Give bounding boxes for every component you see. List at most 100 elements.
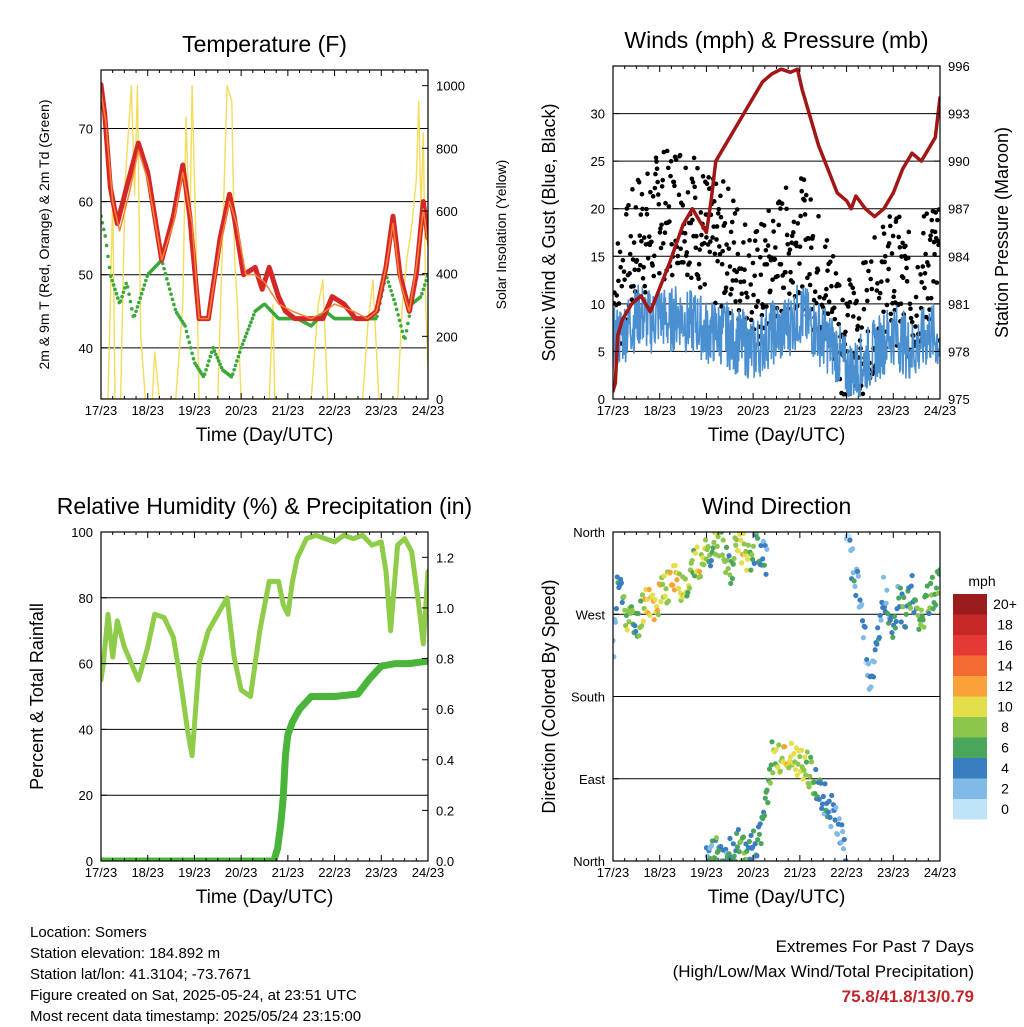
wind-direction-point — [914, 605, 920, 611]
direction-ytick-label: South — [571, 690, 605, 705]
wind-direction-point — [773, 746, 779, 752]
wind-direction-point — [658, 599, 664, 605]
gust-point — [655, 179, 660, 185]
gust-point — [698, 210, 704, 215]
winds-ytick-right-label: 981 — [948, 297, 970, 312]
gust-point — [773, 245, 778, 250]
wind-direction-point — [855, 573, 861, 579]
gust-point — [822, 244, 828, 250]
dewpoint-point — [135, 305, 140, 309]
direction-xtick-label: 21/23 — [784, 865, 817, 880]
wind-direction-point — [874, 641, 880, 647]
gust-point — [923, 251, 928, 257]
winds-xtick-label: 19/23 — [690, 403, 723, 418]
gust-point — [691, 155, 697, 161]
wind-direction-point — [638, 598, 644, 604]
wind-direction-point — [935, 590, 940, 596]
dewpoint-point — [202, 372, 207, 376]
gust-point — [928, 233, 933, 238]
gust-point — [702, 282, 708, 287]
gust-point — [708, 239, 713, 244]
gust-point — [741, 240, 746, 245]
gust-point — [764, 304, 769, 309]
wind-direction-point — [676, 571, 683, 577]
gust-point — [786, 251, 792, 256]
wind-direction-point — [843, 858, 849, 861]
wind-direction-point — [754, 532, 760, 535]
dewpoint-point — [424, 278, 428, 283]
dewpoint-point — [207, 359, 211, 363]
gust-point — [868, 276, 873, 282]
speed-legend-label: 10 — [997, 699, 1013, 715]
gust-point — [879, 279, 884, 284]
speed-legend-swatch — [953, 655, 987, 676]
gust-point — [763, 248, 769, 253]
dewpoint-point — [209, 350, 214, 355]
dewpoint-point — [113, 287, 117, 292]
gust-point — [765, 243, 771, 248]
direction-title: Wind Direction — [702, 493, 852, 519]
gust-point — [699, 232, 704, 238]
dewpoint-point — [118, 299, 123, 303]
wind-direction-point — [875, 625, 881, 631]
wind-direction-point — [744, 556, 751, 562]
sonic-wind-line — [613, 284, 940, 397]
gust-point — [856, 316, 862, 321]
gust-point — [798, 213, 803, 219]
wind-direction-point — [715, 534, 721, 540]
gust-point — [637, 262, 643, 268]
temperature-ytick-label: 60 — [79, 195, 93, 210]
gust-point — [815, 268, 821, 273]
wind-direction-point — [674, 577, 680, 583]
speed-legend-unit: mph — [968, 573, 995, 589]
wind-direction-point — [937, 567, 940, 573]
dewpoint-point — [249, 320, 253, 325]
gust-point — [761, 223, 767, 228]
speed-legend-swatch — [953, 676, 987, 697]
wind-direction-point — [760, 556, 766, 562]
gust-point — [630, 257, 636, 262]
dewpoint-point — [386, 280, 391, 284]
gust-point — [764, 262, 770, 267]
gust-point — [866, 268, 871, 274]
wind-direction-point — [619, 599, 625, 606]
dewpoint-point — [407, 314, 412, 318]
dewpoint-point — [138, 296, 143, 300]
wind-direction-point — [654, 607, 661, 614]
wind-direction-point — [800, 776, 806, 782]
gust-point — [641, 264, 646, 270]
dewpoint-point — [204, 367, 208, 372]
gust-point — [908, 315, 914, 321]
winds-ytick-right-label: 993 — [948, 107, 970, 122]
gust-point — [662, 230, 668, 236]
wind-direction-point — [720, 537, 726, 543]
wind-direction-point — [726, 553, 732, 559]
gust-point — [806, 236, 812, 241]
wind-direction-point — [760, 538, 767, 545]
dewpoint-point — [116, 296, 120, 300]
wind-direction-point — [822, 781, 828, 787]
station-latlon: Station lat/lon: 41.3104; -73.7671 — [30, 966, 252, 983]
gust-point — [618, 264, 623, 270]
dewpoint-point — [230, 372, 235, 376]
gust-point — [805, 275, 810, 281]
winds-ytick-label: 25 — [591, 154, 605, 169]
gust-point — [919, 280, 924, 285]
gust-point — [850, 314, 856, 319]
gust-point — [749, 310, 755, 315]
gust-point — [622, 277, 627, 282]
gust-point — [771, 229, 776, 234]
gust-point — [697, 285, 703, 290]
gust-point — [766, 208, 771, 214]
figure-created: Figure created on Sat, 2025-05-24, at 23… — [30, 987, 357, 1004]
gust-point — [666, 165, 671, 171]
speed-legend-swatch — [953, 799, 987, 820]
wind-direction-point — [900, 604, 906, 610]
gust-point — [869, 286, 875, 292]
dewpoint-point — [216, 359, 221, 363]
speed-legend-label: 0 — [1001, 801, 1009, 817]
gust-point — [623, 212, 629, 217]
gust-point — [651, 273, 657, 279]
wind-direction-point — [776, 742, 782, 748]
gust-point — [660, 177, 666, 183]
